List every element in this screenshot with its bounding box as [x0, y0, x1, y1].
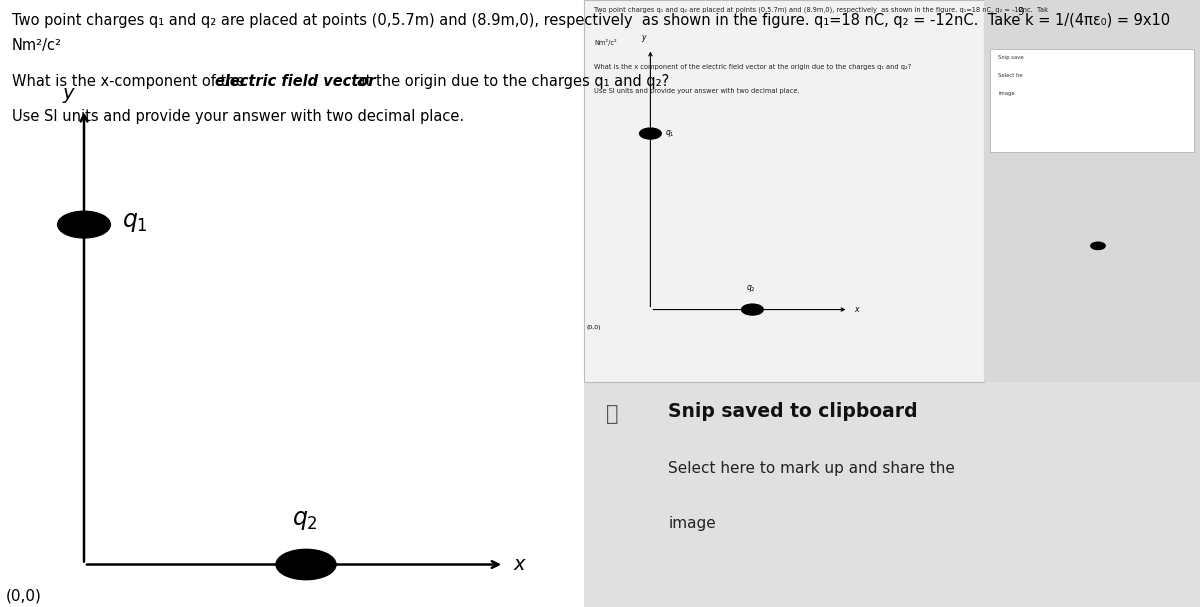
Text: image: image	[668, 516, 716, 531]
Text: $q_2$: $q_2$	[746, 283, 756, 294]
Circle shape	[58, 211, 110, 238]
Text: $q_1$: $q_1$	[665, 128, 674, 139]
Text: y: y	[62, 84, 74, 103]
Circle shape	[276, 549, 336, 580]
Text: Two point charges q₁ and q₂ are placed at points (0,5.7m) and (8.9m,0), respecti: Two point charges q₁ and q₂ are placed a…	[594, 6, 1048, 13]
Text: Nm²/c²: Nm²/c²	[594, 39, 617, 47]
Text: y: y	[641, 33, 646, 42]
Text: Select he: Select he	[998, 73, 1024, 78]
Text: Two point charges q₁ and q₂ are placed at points (0,5.7m) and (8.9m,0), respecti: Two point charges q₁ and q₂ are placed a…	[12, 13, 1170, 29]
Text: Select here to mark up and share the: Select here to mark up and share the	[668, 461, 955, 476]
Text: $q_1$: $q_1$	[122, 209, 149, 234]
Text: electric field vector: electric field vector	[215, 74, 376, 89]
Text: (0,0): (0,0)	[587, 325, 601, 330]
Text: 9: 9	[1018, 7, 1024, 17]
FancyBboxPatch shape	[584, 382, 1200, 607]
Text: Use SI units and provide your answer with two decimal place.: Use SI units and provide your answer wit…	[12, 109, 464, 124]
FancyBboxPatch shape	[990, 49, 1194, 152]
Text: image: image	[998, 91, 1015, 96]
Circle shape	[742, 304, 763, 315]
Circle shape	[640, 128, 661, 139]
Circle shape	[1091, 242, 1105, 249]
FancyBboxPatch shape	[584, 0, 984, 382]
Text: What is the x component of the electric field vector at the origin due to the ch: What is the x component of the electric …	[594, 64, 911, 70]
Text: 🖼: 🖼	[606, 404, 618, 424]
Text: Snip saved to clipboard: Snip saved to clipboard	[668, 402, 918, 421]
FancyBboxPatch shape	[984, 0, 1200, 382]
Text: Nm²/c²: Nm²/c²	[12, 38, 62, 53]
Text: What is the x-component of the: What is the x-component of the	[12, 74, 250, 89]
Text: x: x	[854, 305, 859, 314]
Text: Use SI units and provide your answer with two decimal place.: Use SI units and provide your answer wit…	[594, 88, 799, 94]
Text: Snip save: Snip save	[998, 55, 1024, 59]
Text: $q_2$: $q_2$	[292, 508, 318, 532]
Text: at the origin due to the charges q₁ and q₂?: at the origin due to the charges q₁ and …	[352, 74, 670, 89]
Text: (0,0): (0,0)	[6, 589, 42, 604]
Text: x: x	[514, 555, 526, 574]
